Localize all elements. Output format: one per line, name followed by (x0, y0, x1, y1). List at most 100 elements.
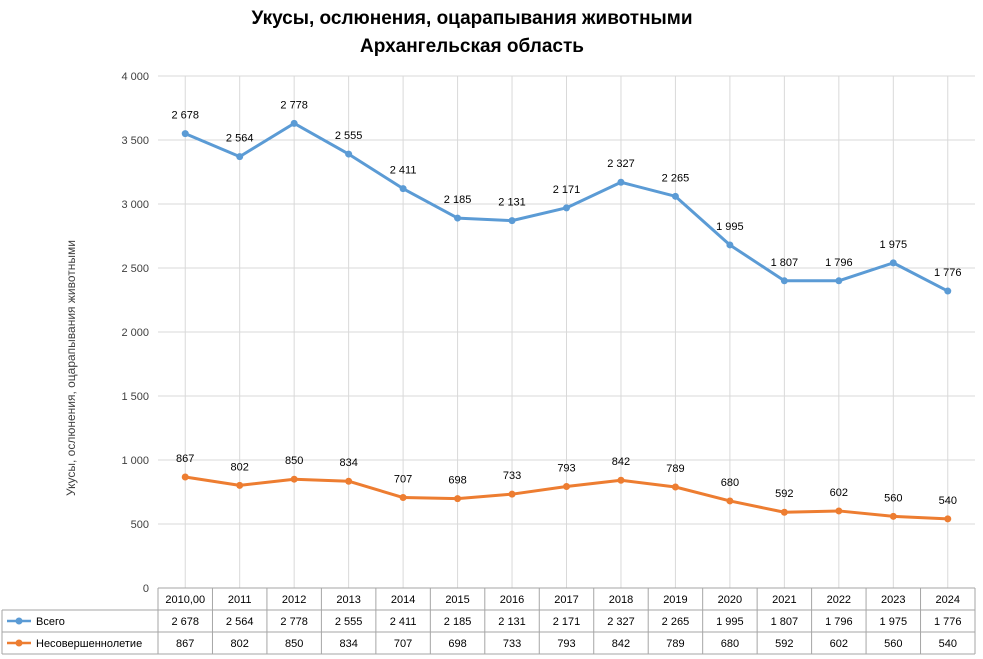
data-point (563, 482, 570, 490)
data-label: 802 (231, 461, 249, 473)
data-label: 2 171 (553, 184, 581, 196)
data-point (454, 495, 462, 503)
table-cell-value: 867 (176, 638, 194, 650)
y-tick-label: 2 500 (121, 263, 149, 275)
data-label: 707 (394, 474, 412, 486)
data-label: 680 (721, 477, 739, 489)
data-label: 2 555 (335, 130, 363, 142)
table-cell-value: 789 (666, 638, 684, 650)
x-category-label: 2021 (772, 594, 796, 606)
y-tick-label: 2 000 (121, 327, 149, 339)
x-category-label: 2012 (282, 594, 306, 606)
data-point (345, 477, 353, 485)
data-point (454, 214, 462, 222)
chart-subtitle: Архангельская область (360, 36, 584, 57)
x-category-label: 2011 (228, 594, 252, 606)
x-category-label: 2019 (663, 594, 687, 606)
data-label: 867 (176, 453, 194, 465)
y-tick-label: 500 (131, 519, 149, 531)
x-category-label: 2023 (881, 594, 905, 606)
data-label: 560 (884, 492, 902, 504)
table-cell-value: 707 (394, 638, 412, 650)
table-cell-value: 834 (339, 638, 357, 650)
data-label: 793 (557, 462, 575, 474)
table-cell-value: 2 678 (171, 616, 199, 628)
data-point (290, 119, 298, 127)
data-label: 733 (503, 470, 521, 482)
data-point (617, 476, 625, 484)
data-label: 2 411 (390, 165, 417, 177)
y-tick-label: 1 000 (121, 455, 149, 467)
table-cell-value: 2 327 (607, 616, 635, 628)
data-point (671, 192, 679, 200)
data-point (944, 515, 952, 523)
table-cell-value: 1 807 (771, 616, 799, 628)
data-label: 2 564 (226, 133, 254, 145)
data-point (726, 497, 734, 505)
data-label: 2 131 (498, 197, 526, 209)
table-cell-value: 850 (285, 638, 303, 650)
data-point (835, 507, 843, 515)
x-category-label: 2010,00 (165, 594, 205, 606)
y-tick-label: 3 000 (121, 199, 149, 211)
table-cell-value: 2 555 (335, 616, 363, 628)
chart-title: Укусы, ослюнения, оцарапывания животными (251, 8, 693, 29)
legend-key-marker (15, 617, 23, 625)
data-label: 2 185 (444, 194, 472, 206)
x-category-label: 2015 (445, 594, 469, 606)
data-point (236, 153, 244, 161)
data-point (345, 150, 353, 158)
table-cell-value: 2 265 (662, 616, 690, 628)
table-cell-value: 2 185 (444, 616, 472, 628)
data-point (181, 130, 189, 138)
legend-series-name: Несовершеннолетие (36, 638, 142, 650)
data-label: 1 995 (716, 221, 744, 233)
data-point (780, 277, 788, 285)
data-point (508, 490, 516, 498)
x-category-label: 2018 (609, 594, 633, 606)
data-label: 1 807 (771, 257, 799, 269)
table-cell-value: 2 778 (280, 616, 308, 628)
table-cell-value: 1 796 (825, 616, 853, 628)
table-cell-value: 802 (231, 638, 249, 650)
table-cell-value: 2 564 (226, 616, 254, 628)
data-point (617, 178, 625, 186)
data-label: 842 (612, 456, 630, 468)
data-label: 1 796 (825, 257, 853, 269)
legend-key-marker (15, 639, 23, 647)
data-point (399, 494, 407, 502)
table-cell-value: 560 (884, 638, 902, 650)
table-cell-value: 2 411 (390, 616, 417, 628)
data-label: 1 776 (934, 267, 962, 279)
x-category-label: 2016 (500, 594, 524, 606)
x-category-label: 2013 (336, 594, 360, 606)
data-point (236, 481, 244, 489)
table-cell-value: 602 (830, 638, 848, 650)
table-cell-value: 733 (503, 638, 521, 650)
x-category-label: 2024 (936, 594, 960, 606)
data-label: 698 (448, 475, 466, 487)
data-point (508, 217, 516, 225)
table-cell-value: 1 975 (880, 616, 908, 628)
data-point (671, 483, 679, 491)
data-label: 2 327 (607, 158, 635, 170)
data-point (944, 287, 952, 295)
data-point (889, 259, 897, 267)
data-label: 2 678 (171, 110, 199, 122)
y-tick-label: 3 500 (121, 135, 149, 147)
table-cell-value: 793 (557, 638, 575, 650)
table-cell-value: 540 (939, 638, 957, 650)
data-point (780, 508, 788, 516)
data-label: 2 778 (280, 99, 308, 111)
y-tick-label: 1 500 (121, 391, 149, 403)
y-tick-label: 4 000 (121, 71, 149, 83)
x-category-label: 2014 (391, 594, 415, 606)
x-category-label: 2020 (718, 594, 742, 606)
table-cell-value: 1 995 (716, 616, 744, 628)
gridlines: 0 500 1 000 1 500 2 000 2 500 3 000 3 500 4 000 (121, 71, 975, 595)
x-category-label: 2017 (554, 594, 578, 606)
data-label: 540 (939, 495, 957, 507)
data-point (290, 475, 298, 483)
data-point (399, 185, 407, 193)
